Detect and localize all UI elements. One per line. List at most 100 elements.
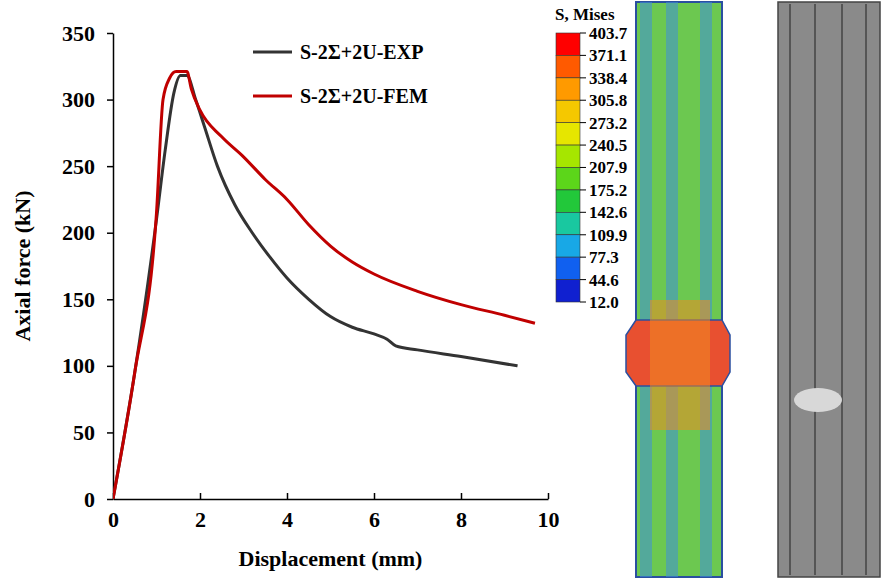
colorbar-tick [580, 257, 586, 258]
x-tick-label: 8 [456, 507, 467, 532]
y-tick-mark [107, 299, 113, 301]
legend-swatch [253, 95, 292, 98]
y-tick: 250 [62, 154, 113, 179]
colorbar-band [556, 280, 580, 302]
colorbar-tick [580, 77, 586, 78]
lines [113, 72, 535, 499]
x-tick-mark [200, 493, 202, 499]
colorbar-band [556, 145, 580, 167]
x-tick: 6 [369, 493, 380, 532]
colorbar-band [556, 190, 580, 212]
x-tick: 8 [456, 493, 467, 532]
x-tick: 2 [195, 493, 206, 532]
y-tick: 0 [84, 487, 113, 512]
colorbar-tick-label: 240.5 [589, 136, 627, 155]
fem-hot [650, 300, 710, 430]
y-tick-label: 100 [62, 353, 95, 378]
colorbar-tick-label: 207.9 [589, 158, 627, 177]
colorbar-tick [580, 212, 586, 213]
colorbar-tick [580, 234, 586, 235]
fem-strip [640, 2, 652, 577]
y-tick: 150 [62, 287, 113, 312]
colorbar-tick [580, 145, 586, 146]
x-tick-label: 2 [195, 507, 206, 532]
x-tick-label: 10 [538, 507, 560, 532]
legend-label: S-2Σ+2U-FEM [300, 85, 428, 107]
y-axis-title: Axial force (kN) [10, 190, 35, 341]
x-tick-mark [461, 493, 463, 499]
x-tick-label: 6 [369, 507, 380, 532]
fem-body [636, 2, 722, 577]
colorbar-tick-label: 109.9 [589, 226, 627, 245]
colorbar-band [556, 78, 580, 100]
x-axis: 0 2 4 6 8 10 [108, 493, 560, 532]
y-tick-label: 350 [62, 21, 95, 46]
colorbar-tick-label: 371.1 [589, 46, 627, 65]
y-tick: 100 [62, 353, 113, 378]
x-tick: 10 [538, 493, 560, 532]
colorbar-tick-label: 12.0 [589, 293, 619, 312]
y-tick-label: 250 [62, 154, 95, 179]
series-line [113, 72, 535, 499]
colorbar-band [556, 100, 580, 122]
photo-edge [841, 4, 843, 575]
colorbar-band [556, 212, 580, 234]
y-tick-mark [107, 432, 113, 434]
colorbar-title: S, Mises [555, 5, 615, 24]
colorbar-band [556, 55, 580, 77]
legend-label: S-2Σ+2U-EXP [300, 41, 423, 63]
colorbar-band [556, 257, 580, 279]
fem-strip [666, 2, 678, 577]
chart: 0246810050100150200250300350Displacement… [0, 0, 884, 579]
y-tick-label: 300 [62, 87, 95, 112]
colorbar-band [556, 123, 580, 145]
y-tick-mark [107, 33, 113, 35]
x-tick: 4 [282, 493, 293, 532]
colorbar-tick [580, 55, 586, 56]
colorbar-tick-label: 403.7 [589, 24, 628, 43]
colorbar-tick-label: 338.4 [589, 69, 628, 88]
photo-specimen [778, 2, 880, 577]
y-tick-mark [107, 232, 113, 234]
colorbar-band [556, 235, 580, 257]
y-tick: 200 [62, 220, 113, 245]
colorbar-tick [580, 122, 586, 123]
colorbar-tick [580, 189, 586, 190]
y-tick-label: 200 [62, 220, 95, 245]
x-axis-line [114, 499, 549, 501]
y-tick: 300 [62, 87, 113, 112]
colorbar-tick [580, 33, 586, 34]
colorbar-tick-label: 142.6 [589, 203, 627, 222]
y-tick: 350 [62, 21, 113, 46]
y-tick-mark [107, 166, 113, 168]
y-tick-mark [107, 99, 113, 101]
colorbar-tick-label: 305.8 [589, 91, 627, 110]
photo-edge [814, 4, 816, 575]
colorbar-band [556, 167, 580, 189]
photo-edge [865, 4, 867, 575]
legend-item: S-2Σ+2U-FEM [253, 85, 428, 107]
y-tick-label: 50 [73, 420, 95, 445]
y-tick-label: 150 [62, 287, 95, 312]
x-tick-mark [287, 493, 289, 499]
colorbar-band [556, 33, 580, 55]
legend: S-2Σ+2U-EXP S-2Σ+2U-FEM [253, 41, 428, 107]
series-line [113, 76, 518, 499]
colorbar-tick [580, 302, 586, 303]
colorbar-tick-label: 175.2 [589, 181, 627, 200]
fem-strip [700, 2, 712, 577]
y-tick-mark [107, 499, 113, 501]
colorbar-tick-label: 77.3 [589, 248, 619, 267]
y-tick: 50 [73, 420, 113, 445]
y-axis-line [113, 34, 115, 500]
colorbar-tick-label: 273.2 [589, 114, 627, 133]
x-tick-mark [374, 493, 376, 499]
legend-item: S-2Σ+2U-EXP [253, 41, 423, 63]
colorbar-tick-label: 44.6 [589, 271, 619, 290]
fem-specimen [626, 2, 730, 577]
colorbar: S, Mises403.7 371.1 338.4 305.8 273.2 240.5 20… [555, 5, 628, 312]
colorbar-tick [580, 167, 586, 168]
x-axis-title: Displacement (mm) [239, 546, 423, 571]
colorbar-tick [580, 279, 586, 280]
x-tick-label: 0 [108, 507, 119, 532]
